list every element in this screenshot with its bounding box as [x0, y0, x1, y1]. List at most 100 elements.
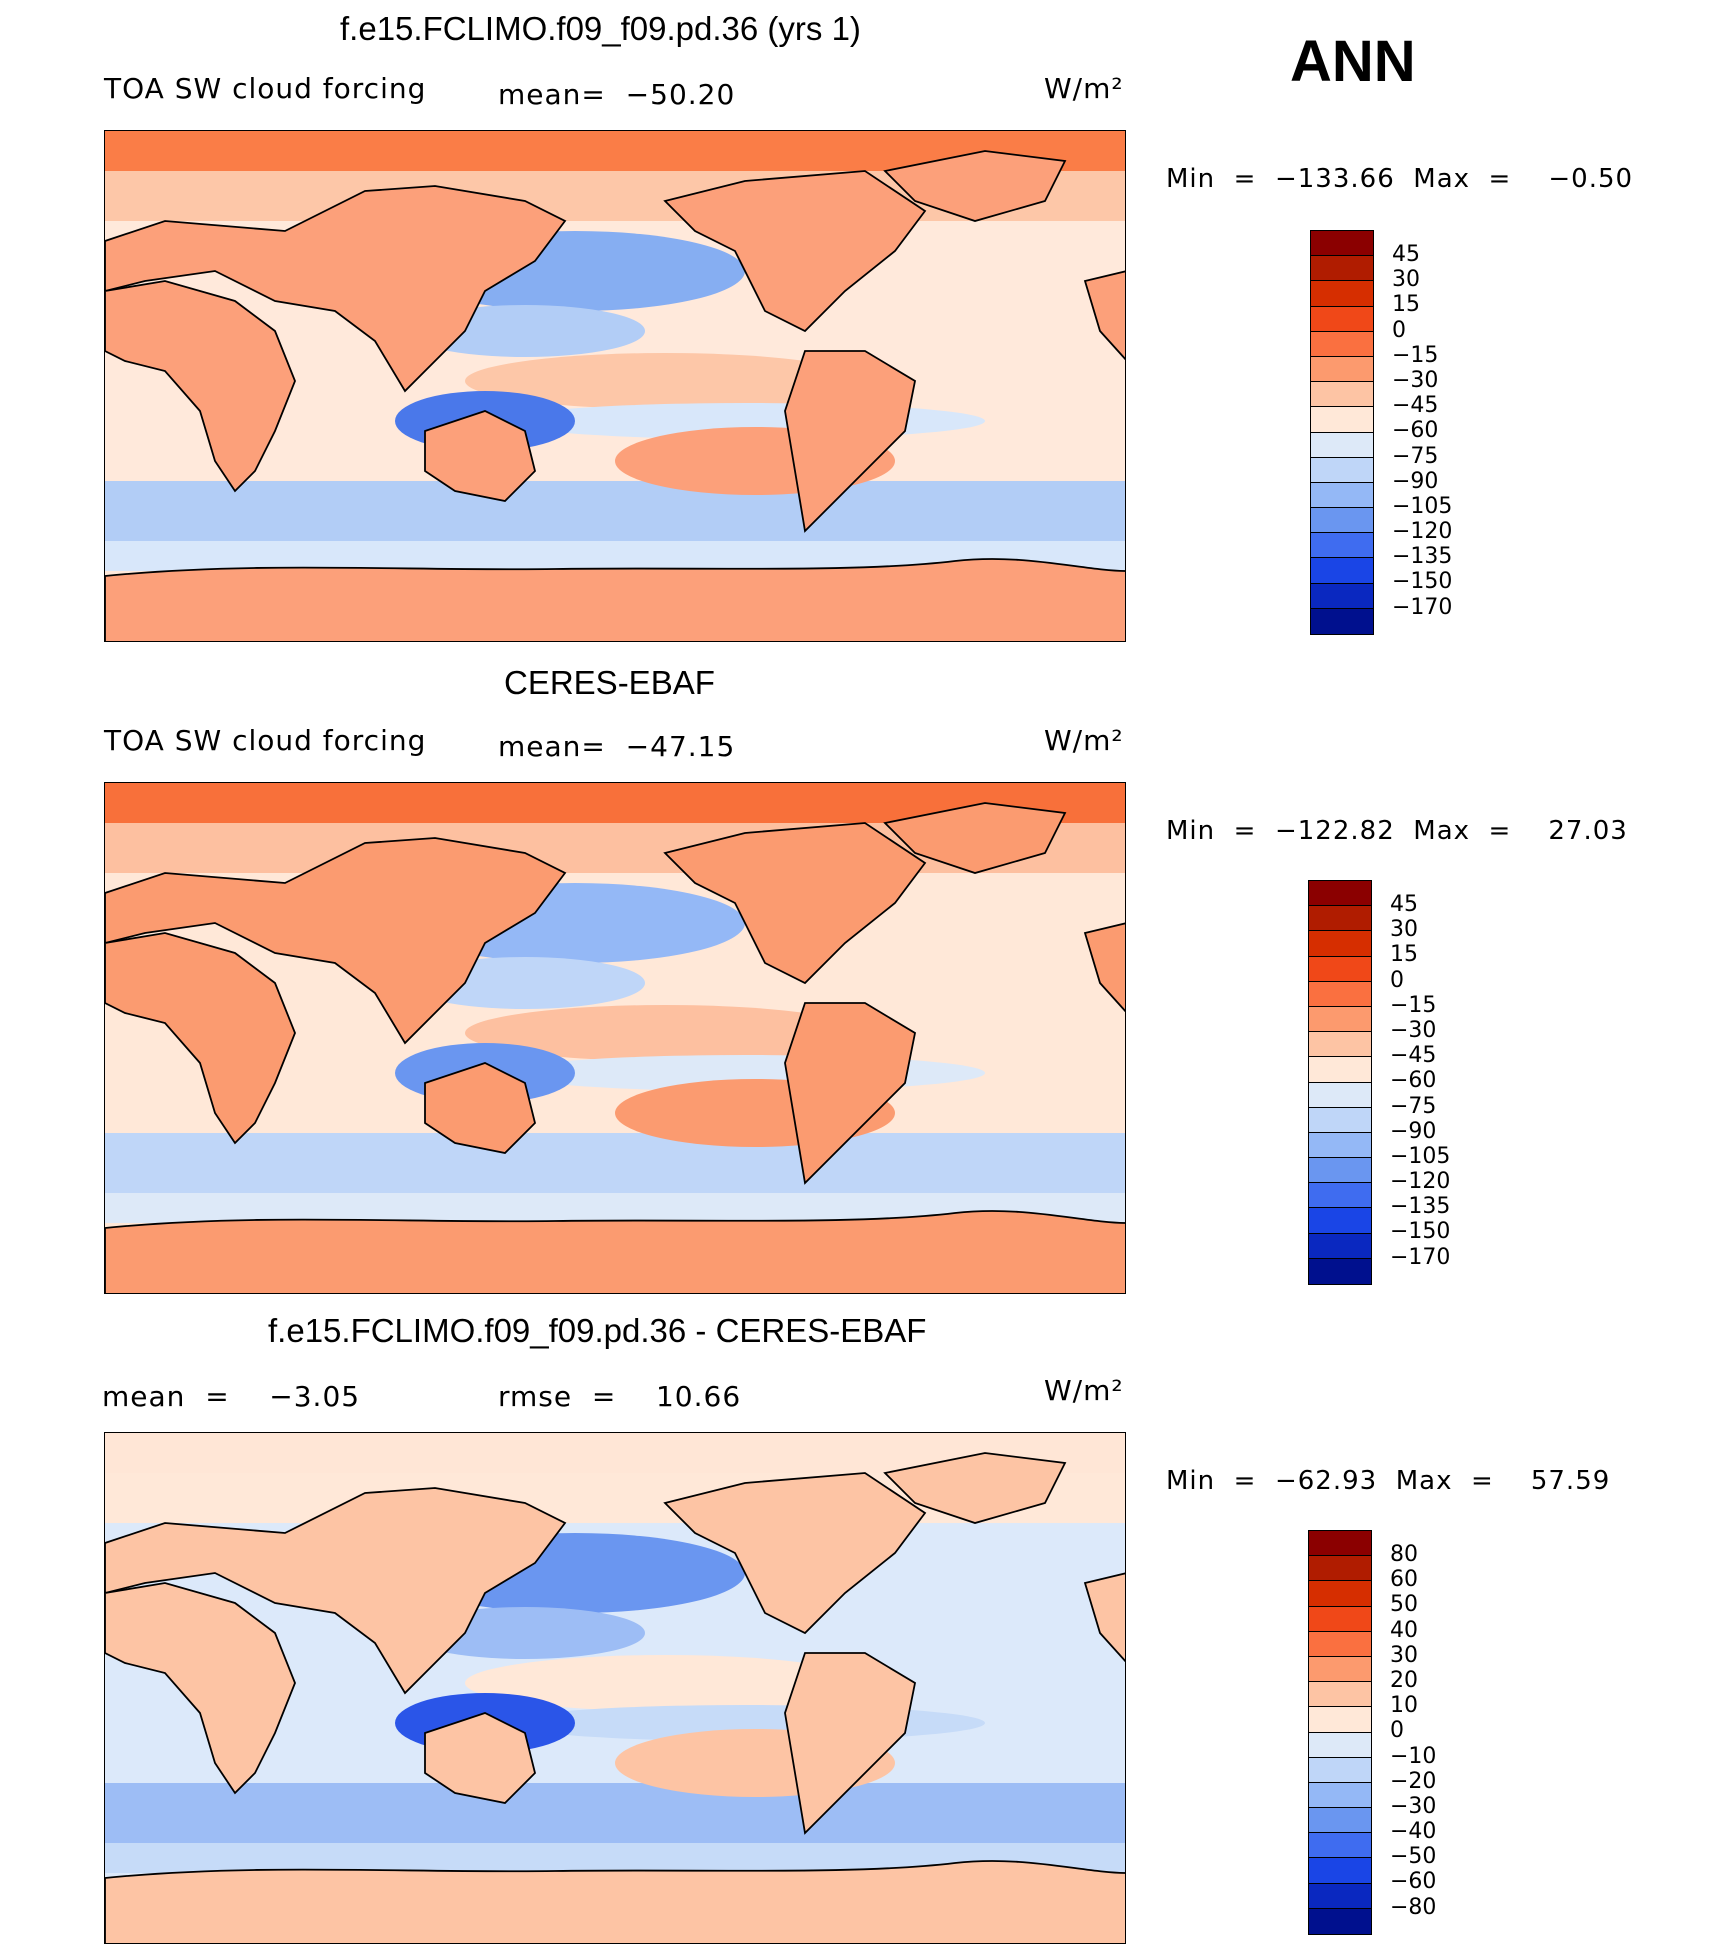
colorbar-tick-label: 40	[1390, 1617, 1418, 1643]
colorbar-swatch	[1309, 1782, 1371, 1809]
panel-units-obs: W/m²	[1044, 724, 1124, 757]
africa-outline	[105, 280, 296, 493]
colorbar-swatch	[1311, 457, 1373, 483]
colorbar-tick-label: −15	[1392, 342, 1439, 368]
colorbar-tick-label: −60	[1390, 1869, 1437, 1895]
eurasia-outline	[105, 837, 567, 1045]
africa-east-edge-outline	[1083, 922, 1125, 1013]
colorbar-swatch	[1309, 931, 1371, 957]
minmax-model: Min = −133.66 Max = −0.50	[1166, 164, 1634, 194]
colorbar-tick-label: −45	[1392, 393, 1439, 419]
colorbar-diff	[1308, 1530, 1372, 1935]
colorbar-swatch	[1311, 306, 1373, 332]
colorbar-swatch	[1309, 1208, 1371, 1234]
colorbar-swatch	[1311, 231, 1373, 257]
colorbar-swatch	[1309, 1631, 1371, 1657]
colorbar-swatch	[1311, 432, 1373, 458]
subtropical-pacific-region	[465, 353, 865, 409]
africa-east-edge-outline	[1083, 270, 1125, 361]
colorbar-tick-label: 45	[1392, 242, 1420, 267]
panel-title-model: f.e15.FCLIMO.f09_f09.pd.36 (yrs 1)	[340, 10, 861, 47]
colorbar-tick-label: 60	[1390, 1567, 1418, 1593]
colorbar-swatch	[1309, 906, 1371, 932]
colorbar-swatch	[1309, 881, 1371, 907]
subtropical-pacific-region	[465, 1655, 865, 1711]
colorbar-swatch	[1311, 608, 1373, 634]
colorbar-swatch	[1311, 331, 1373, 357]
colorbar-tick-label: 30	[1390, 917, 1418, 943]
colorbar-swatch	[1309, 1183, 1371, 1209]
colorbar-swatch	[1309, 1606, 1371, 1632]
season-label: ANN	[1290, 29, 1416, 94]
colorbar-swatch	[1309, 1233, 1371, 1259]
colorbar-swatch	[1309, 1158, 1371, 1184]
colorbar-swatch	[1311, 356, 1373, 383]
colorbar-tick-label: −170	[1392, 594, 1453, 620]
australia-outline	[424, 1062, 536, 1154]
colorbar-swatch	[1311, 533, 1373, 559]
panel-units-diff: W/m²	[1044, 1374, 1124, 1407]
southern-ocean-cloud-band	[105, 1783, 1125, 1843]
colorbar-swatch	[1309, 1682, 1371, 1708]
antarctica-outline	[105, 558, 1125, 641]
colorbar-tick-label: 30	[1392, 267, 1420, 293]
minmax-obs: Min = −122.82 Max = 27.03	[1166, 816, 1628, 846]
colorbar-swatch	[1309, 1908, 1371, 1934]
africa-outline	[105, 932, 296, 1145]
colorbar-tick-label: −75	[1390, 1093, 1437, 1119]
colorbar-swatch	[1311, 407, 1373, 433]
antarctica-outline	[105, 1210, 1125, 1293]
colorbar-ticks-model: 45 30 15 0 −15 −30 −45 −60 −75 −90 −105 −120 −135 −15…	[1392, 242, 1452, 620]
colorbar-swatch	[1309, 1107, 1371, 1133]
south-america-outline	[784, 350, 917, 533]
panel-title-obs: CERES-EBAF	[504, 664, 715, 701]
colorbar-tick-label: −135	[1392, 544, 1453, 570]
eurasia-outline	[105, 1487, 567, 1695]
colorbar-swatch	[1309, 1858, 1371, 1884]
colorbar-tick-label: −50	[1390, 1844, 1437, 1870]
greenland-outline	[883, 1452, 1067, 1524]
colorbar-swatch	[1309, 1707, 1371, 1733]
colorbar-tick-label: −105	[1390, 1143, 1451, 1169]
colorbar-swatch	[1309, 1032, 1371, 1058]
colorbar-tick-label: 0	[1390, 967, 1404, 993]
colorbar-tick-label: −45	[1390, 1043, 1437, 1069]
colorbar-swatch	[1311, 558, 1373, 584]
colorbar-swatch	[1309, 1833, 1371, 1859]
north-america-outline	[663, 822, 927, 985]
colorbar-tick-label: −30	[1390, 1793, 1437, 1819]
colorbar-swatch	[1309, 1258, 1371, 1284]
north-america-outline	[663, 170, 927, 333]
colorbar-tick-label: −10	[1390, 1743, 1437, 1769]
map-obs	[104, 782, 1126, 1294]
colorbar-tick-label: 0	[1392, 317, 1406, 343]
colorbar-tick-label: 0	[1390, 1718, 1404, 1744]
panel-variable-label-obs: TOA SW cloud forcing	[104, 724, 427, 757]
eurasia-outline	[105, 185, 567, 393]
colorbar-tick-label: −40	[1390, 1819, 1437, 1845]
colorbar-tick-label: 20	[1390, 1667, 1418, 1693]
minmax-diff: Min = −62.93 Max = 57.59	[1166, 1466, 1611, 1496]
colorbar-swatch	[1311, 382, 1373, 408]
colorbar-swatch	[1309, 981, 1371, 1007]
panel-rmse-label-diff: rmse = 10.66	[498, 1380, 742, 1413]
colorbar-swatch	[1309, 1757, 1371, 1783]
colorbar-swatch	[1311, 281, 1373, 307]
colorbar-swatch	[1309, 1656, 1371, 1683]
colorbar-ticks-obs: 45 30 15 0 −15 −30 −45 −60 −75 −90 −105 −120 −135 −15…	[1390, 892, 1450, 1270]
colorbar-tick-label: −120	[1392, 519, 1453, 545]
southern-ocean-cloud-band	[105, 1133, 1125, 1193]
colorbar-tick-label: −90	[1392, 468, 1439, 494]
antarctica-outline	[105, 1860, 1125, 1943]
colorbar-swatch	[1311, 482, 1373, 509]
africa-outline	[105, 1582, 296, 1795]
panel-units-model: W/m²	[1044, 72, 1124, 105]
colorbar-obs	[1308, 880, 1372, 1285]
colorbar-swatch	[1309, 1883, 1371, 1909]
south-america-outline	[784, 1002, 917, 1185]
colorbar-tick-label: −90	[1390, 1118, 1437, 1144]
colorbar-swatch	[1309, 1556, 1371, 1582]
colorbar-swatch	[1309, 1581, 1371, 1607]
colorbar-tick-label: 45	[1390, 892, 1418, 917]
greenland-outline	[883, 802, 1067, 874]
